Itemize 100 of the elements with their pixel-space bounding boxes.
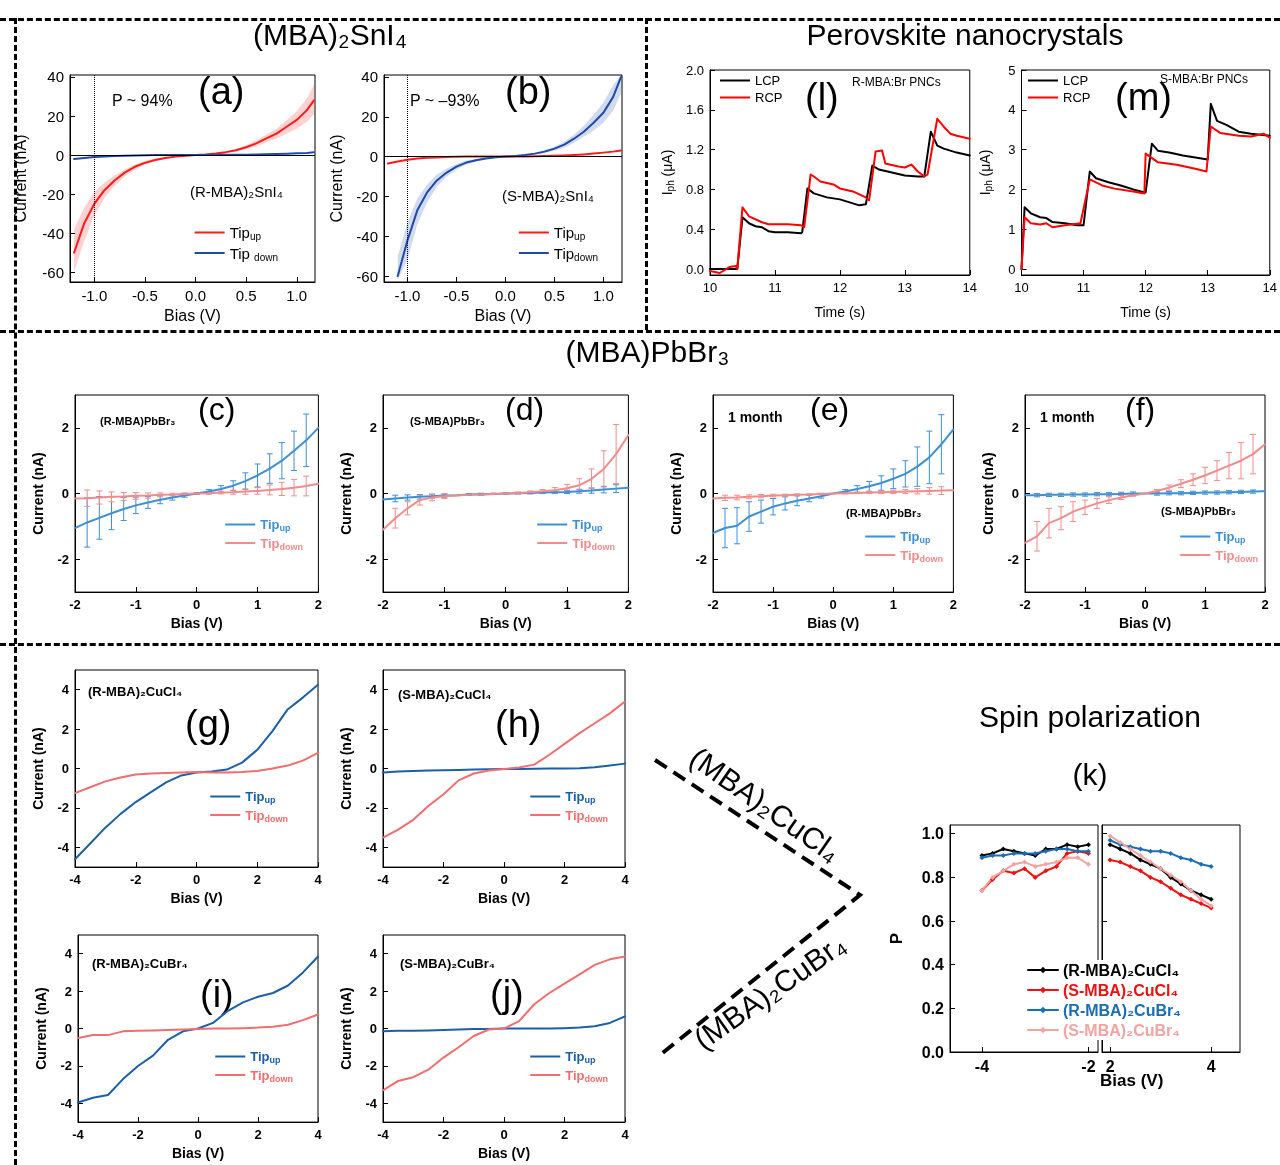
annotation: (j) <box>490 973 524 1015</box>
y-tick-label: 0 <box>369 761 377 777</box>
text: Perovskite nanocrystals <box>805 18 1125 52</box>
x-axis-title: Bias (V) <box>477 1145 531 1161</box>
x-tick-label: 0.0 <box>495 287 516 304</box>
line-series <box>382 1015 626 1033</box>
annotation: P ~ 94% <box>112 91 173 109</box>
y-tick-label: 0 <box>61 761 69 777</box>
y-tick-label: -60 <box>356 267 378 285</box>
y-axis-title: Current (nA) <box>338 987 354 1070</box>
line-series <box>74 683 319 861</box>
point <box>1148 848 1154 854</box>
point <box>1168 885 1174 891</box>
point <box>1075 844 1081 850</box>
y-tick-label: 2 <box>369 983 377 999</box>
y-tick-label: -2 <box>365 551 377 567</box>
y-tick-label: -4 <box>365 1095 378 1111</box>
y-tick-label: 0.2 <box>921 999 945 1017</box>
line-series <box>382 955 626 1092</box>
y-tick-label: 0 <box>61 486 69 502</box>
line-series <box>712 489 955 500</box>
legend-label: (S-MBA)₂CuBr₄ <box>1063 1021 1180 1039</box>
point <box>1032 863 1038 869</box>
x-tick-label: 0 <box>829 597 837 613</box>
x-tick-label: 13 <box>1200 280 1215 295</box>
y-tick-label: 4 <box>369 946 378 962</box>
x-tick-label: 4 <box>621 1127 630 1143</box>
point <box>1043 868 1049 874</box>
legend-label: RCP <box>1063 90 1091 105</box>
y-tick-label: -2 <box>57 800 69 816</box>
annotation: (S-MBA)₂CuBr₄ <box>400 956 496 971</box>
y-tick-label: 2 <box>369 721 377 737</box>
x-tick-label: 2 <box>253 872 261 888</box>
point <box>1043 861 1049 867</box>
point <box>1053 863 1059 869</box>
x-axis-title: Bias (V) <box>477 890 531 906</box>
legend-label: (R-MBA)₂CuBr₄ <box>1063 1001 1181 1019</box>
x-tick-label: -2 <box>437 872 450 888</box>
x-axis-title: Bias (V) <box>170 890 223 906</box>
x-tick-label: 2 <box>1261 597 1269 613</box>
y-axis-title: Iph (μA) <box>977 149 994 196</box>
y-tick-label: 20 <box>47 107 64 125</box>
point <box>1085 842 1091 848</box>
annotation: 1 month <box>1040 409 1095 425</box>
legend-label: Tip down <box>229 244 278 263</box>
point <box>1117 859 1123 865</box>
y-tick-label: -40 <box>356 227 378 245</box>
y-tick-label: 2 <box>64 983 72 999</box>
y-tick-label: 5 <box>1008 62 1016 78</box>
x-tick-label: -2 <box>132 1127 144 1143</box>
point <box>1198 892 1204 898</box>
y-tick-label: 0.6 <box>921 912 945 930</box>
x-tick-label: 10 <box>1014 280 1029 295</box>
line-series <box>77 1013 319 1039</box>
x-tick-label: 1 <box>889 597 897 613</box>
x-tick-label: 2 <box>560 1127 569 1143</box>
x-tick-label: 1.0 <box>592 287 614 304</box>
point <box>1137 853 1143 859</box>
point <box>1188 857 1194 863</box>
y-tick-label: 2 <box>61 721 69 737</box>
point <box>1107 857 1113 863</box>
legend-title: (R-MBA)₂SnI₄ <box>190 183 283 200</box>
x-axis-title: Time (s) <box>814 304 866 320</box>
annotation: (l) <box>805 76 839 118</box>
y-tick-label: 0 <box>369 148 378 166</box>
point <box>1198 901 1204 907</box>
x-tick-label: 0 <box>192 872 201 888</box>
y-tick-label: 0 <box>1011 486 1019 502</box>
point <box>1198 896 1204 902</box>
point <box>1022 866 1028 872</box>
x-tick-label: -1.0 <box>394 287 421 304</box>
point <box>1064 850 1070 856</box>
x-tick-label: 0 <box>1141 597 1149 613</box>
point <box>1053 859 1059 865</box>
y-tick-label: -20 <box>42 185 64 203</box>
x-axis-title: Bias (V) <box>170 615 223 631</box>
text: (MBA)₂SnI₄ <box>252 18 408 52</box>
line-series <box>382 762 626 774</box>
y-tick-label: 3 <box>1008 142 1016 158</box>
x-tick-label: 14 <box>962 280 977 295</box>
legend-label: (R-MBA)₂CuCl₄ <box>1063 961 1180 979</box>
y-tick-label: 1 <box>1008 221 1016 237</box>
y-tick-label: 0 <box>699 486 707 502</box>
x-tick-label: 2 <box>560 872 569 888</box>
y-tick-label: -4 <box>365 839 378 855</box>
x-tick-label: 12 <box>1138 280 1153 295</box>
point <box>1137 846 1143 852</box>
annotation: (c) <box>198 391 236 427</box>
y-axis-title: Current (nA) <box>980 452 996 535</box>
annotation: (i) <box>200 973 234 1015</box>
y-tick-label: 0 <box>55 146 64 164</box>
x-tick-label: 0 <box>500 872 508 888</box>
point <box>1117 846 1123 852</box>
annotation: (d) <box>505 391 545 427</box>
x-tick-label: -0.5 <box>131 287 158 304</box>
x-axis-title: Bias (V) <box>474 307 532 325</box>
point <box>1127 863 1133 869</box>
annotation: (g) <box>185 703 232 745</box>
x-tick-label: 0.5 <box>235 287 257 304</box>
y-tick-label: 0 <box>369 486 377 502</box>
